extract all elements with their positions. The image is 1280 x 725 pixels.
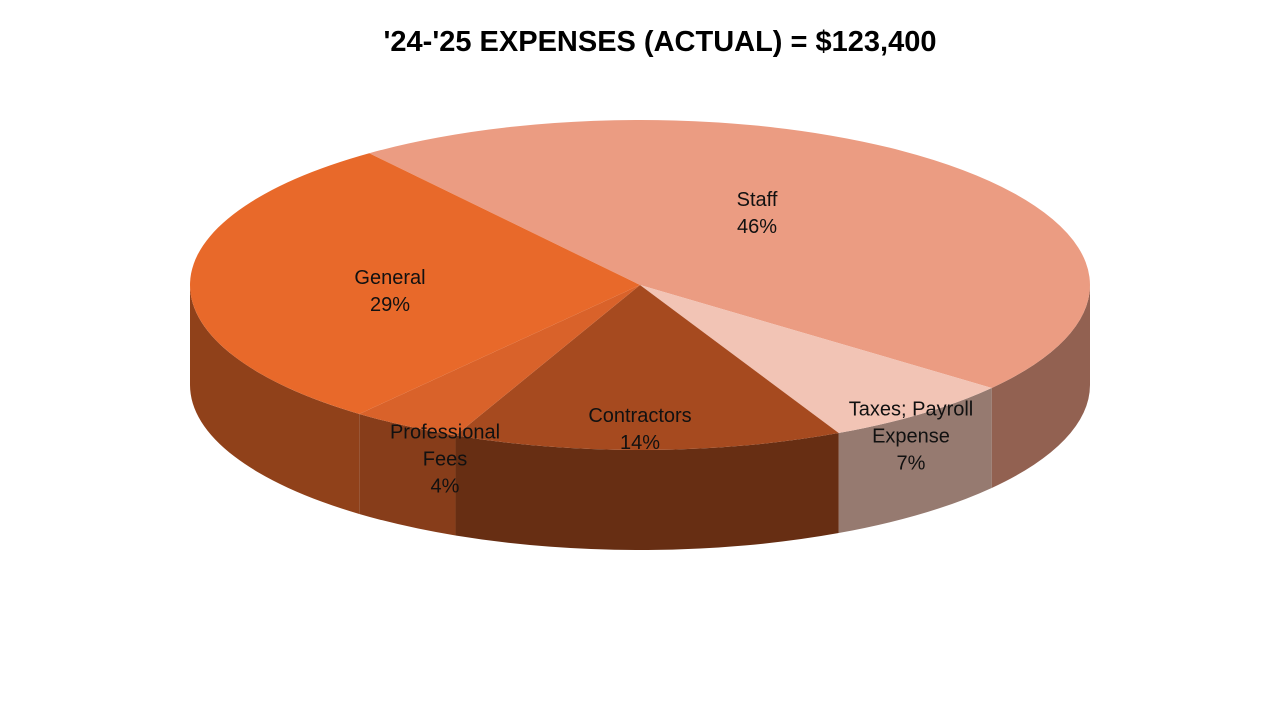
category-label: Taxes; Payroll Expense [848,398,974,448]
slice-label: General 29% [310,265,470,319]
category-label: Contractors [588,405,692,427]
value-label: 14% [619,432,661,454]
slice-label: Professional Fees 4% [365,420,525,501]
slice [359,285,640,436]
slice-side [991,285,1090,488]
value-label: 7% [896,452,926,475]
slice-side [359,413,456,536]
slice [455,285,839,450]
value-label: 4% [430,475,460,498]
category-label: Professional Fees [389,421,501,471]
slice-label: Taxes; Payroll Expense 7% [831,397,991,478]
slice-label: Contractors 14% [560,403,720,457]
slice-side [838,387,992,534]
value-label: 29% [369,294,411,316]
chart-title: '24-'25 EXPENSES (ACTUAL) = $123,400 [383,26,937,58]
slice [369,120,1090,388]
category-label: General [354,267,426,289]
slice-label: Staff 46% [677,187,837,241]
slice [640,285,992,434]
value-label: 46% [736,216,778,238]
slice-side [190,285,360,514]
category-label: Staff [736,189,778,211]
slice [190,153,640,414]
slice-side [455,433,839,550]
